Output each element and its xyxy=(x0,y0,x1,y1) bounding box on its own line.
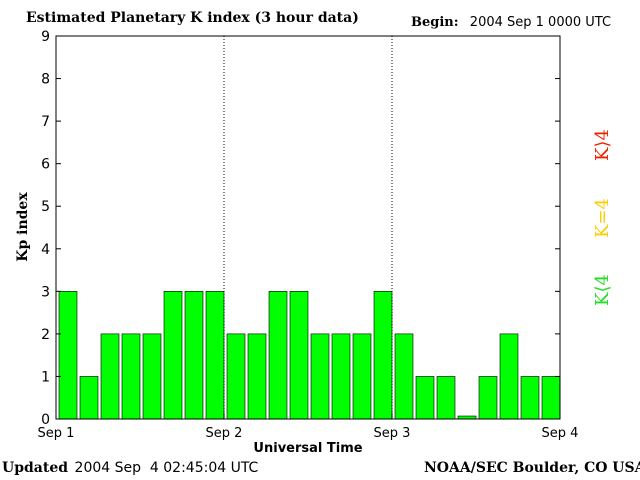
kp-bar-24 xyxy=(541,376,561,420)
y-tick-label-9: 9 xyxy=(41,29,50,45)
begin-value: 2004 Sep 1 0000 UTC xyxy=(469,15,612,30)
chart-title: Estimated Planetary K index (3 hour data… xyxy=(26,10,359,26)
kp-bar-21 xyxy=(478,376,498,420)
kp-bar-4 xyxy=(121,333,141,420)
kp-bar-8 xyxy=(205,291,225,420)
updated-info: Updated 2004 Sep 4 02:45:04 UTC xyxy=(2,460,258,477)
x-tick-label-3: Sep 3 xyxy=(374,426,411,441)
kp-bar-15 xyxy=(352,333,372,420)
y-tick-label-2: 2 xyxy=(41,327,50,343)
begin-label: Begin: xyxy=(411,15,459,30)
legend: K⟨4 K=4 K⟩4 xyxy=(592,129,613,306)
bars-layer xyxy=(58,291,561,420)
kp-bar-13 xyxy=(310,333,330,420)
y-axis-ticks: 0 1 2 3 4 5 6 7 8 9 xyxy=(41,29,560,428)
kp-bar-14 xyxy=(331,333,351,420)
kp-bar-11 xyxy=(268,291,288,420)
x-tick-label-1: Sep 1 xyxy=(38,426,75,441)
x-axis-ticks: Sep 1 Sep 2 Sep 3 Sep 4 xyxy=(38,413,579,441)
kp-bar-7 xyxy=(184,291,204,420)
kp-bar-12 xyxy=(289,291,309,420)
kp-bar-3 xyxy=(100,333,120,420)
y-axis-label: Kp index xyxy=(15,192,31,262)
kp-bar-9 xyxy=(226,333,246,420)
kp-bar-19 xyxy=(436,376,456,420)
legend-item-1: K⟨4 xyxy=(592,274,613,306)
kp-bar-5 xyxy=(142,333,162,420)
y-tick-label-0: 0 xyxy=(41,412,50,428)
kp-bar-6 xyxy=(163,291,183,420)
y-tick-label-1: 1 xyxy=(41,369,50,385)
y-tick-label-5: 5 xyxy=(41,199,50,215)
kp-bar-23 xyxy=(520,376,540,420)
y-tick-label-3: 3 xyxy=(41,284,50,300)
kp-bar-1 xyxy=(58,291,78,420)
kp-bar-16 xyxy=(373,291,393,420)
legend-item-2: K=4 xyxy=(592,198,613,238)
x-tick-label-4: Sep 4 xyxy=(542,426,579,441)
begin-info: Begin: 2004 Sep 1 0000 UTC xyxy=(411,14,611,30)
kp-bar-17 xyxy=(394,333,414,420)
y-tick-label-7: 7 xyxy=(41,114,50,130)
y-tick-label-4: 4 xyxy=(41,242,50,258)
plot-frame xyxy=(55,35,561,420)
updated-label: Updated xyxy=(2,460,69,476)
kp-bar-18 xyxy=(415,376,435,420)
kp-bar-10 xyxy=(247,333,267,420)
day-separators xyxy=(223,36,393,419)
source-credit: NOAA/SEC Boulder, CO USA xyxy=(424,460,640,476)
y-tick-label-6: 6 xyxy=(41,157,50,173)
x-axis-label: Universal Time xyxy=(253,441,362,456)
kp-bar-2 xyxy=(79,376,99,420)
y-tick-label-8: 8 xyxy=(41,72,50,88)
kp-bar-22 xyxy=(499,333,519,420)
x-tick-label-2: Sep 2 xyxy=(206,426,243,441)
updated-value: 2004 Sep 4 02:45:04 UTC xyxy=(74,460,259,476)
legend-item-3: K⟩4 xyxy=(592,129,613,161)
